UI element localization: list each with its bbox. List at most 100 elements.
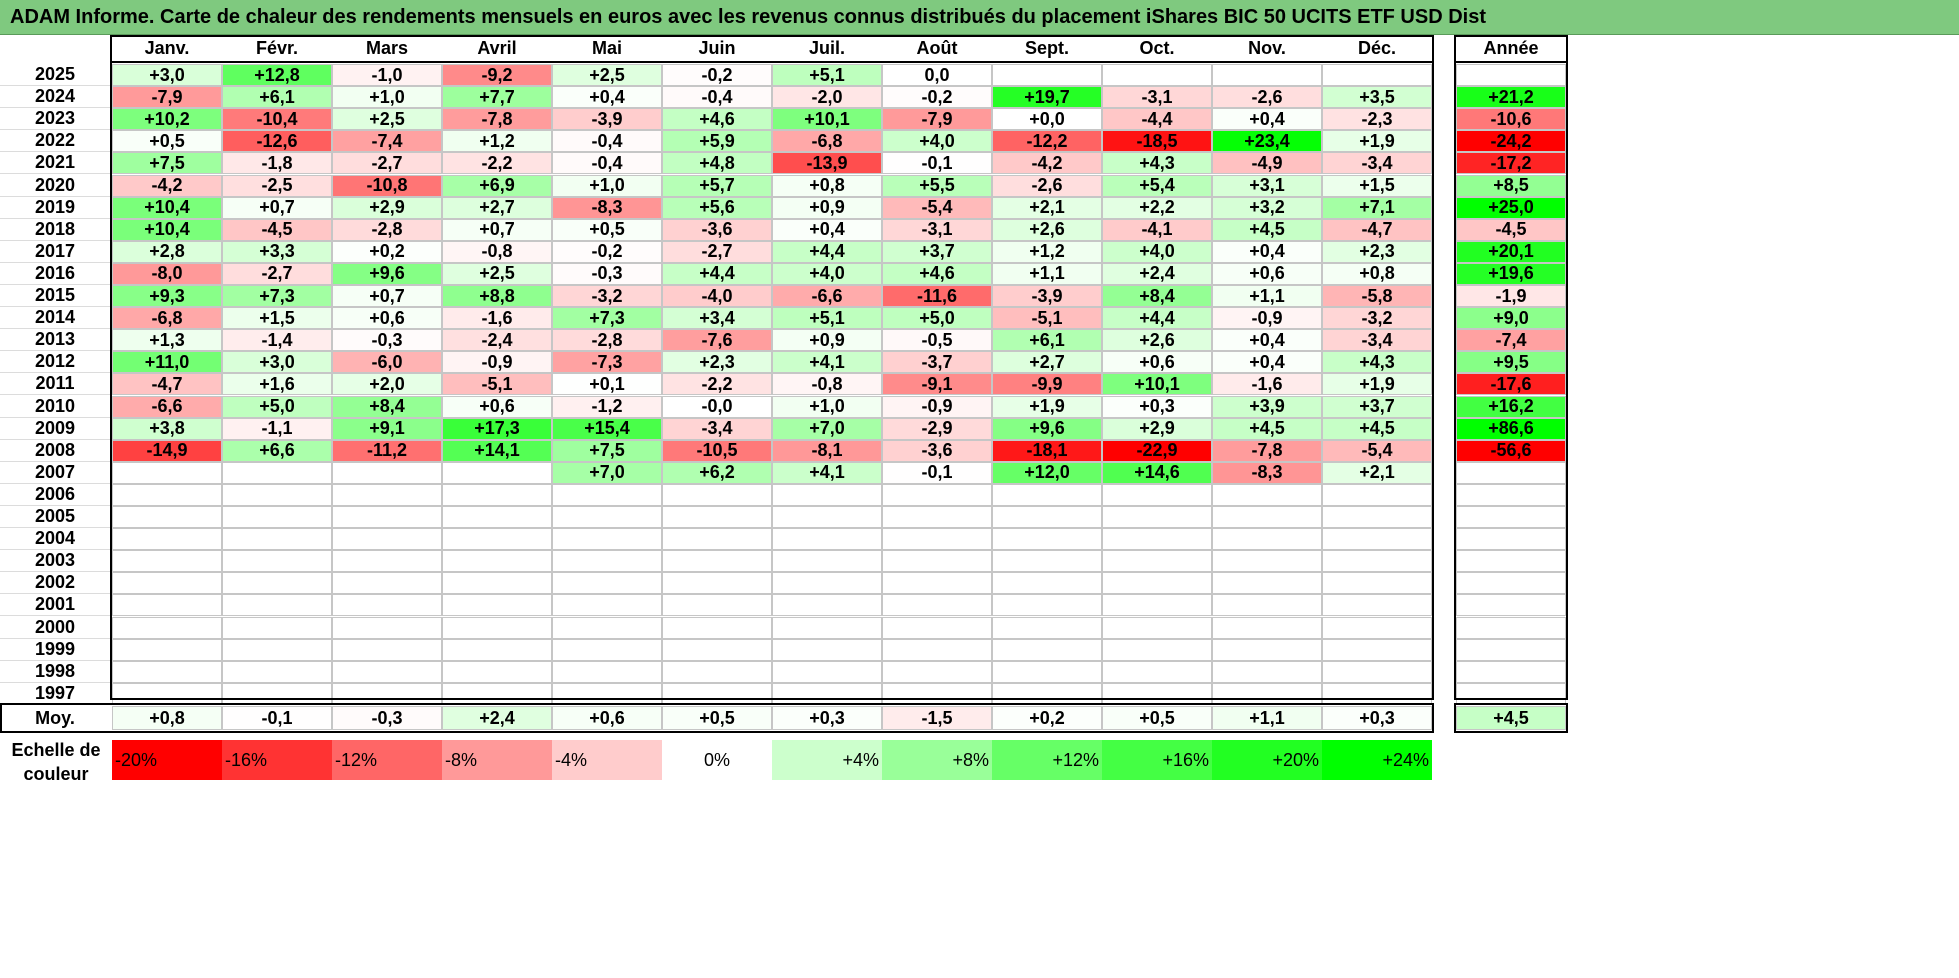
heatmap-cell: +9,6	[332, 262, 442, 285]
average-cell: +0,5	[1102, 706, 1212, 730]
heatmap-cell: +3,7	[1322, 395, 1432, 418]
heatmap-cell: -9,2	[442, 64, 552, 87]
heatmap-cell: +4,4	[662, 262, 772, 285]
heatmap-cell: -2,0	[772, 86, 882, 109]
heatmap-cell: -18,5	[1102, 130, 1212, 153]
average-cell: -0,1	[222, 706, 332, 730]
heatmap-cell: -0,8	[772, 373, 882, 396]
heatmap-cell: +7,5	[552, 439, 662, 462]
average-cell: -1,5	[882, 706, 992, 730]
heatmap-cell	[332, 572, 442, 595]
heatmap-cell	[552, 638, 662, 661]
heatmap-cell: -1,4	[222, 329, 332, 352]
heatmap-cell: +2,0	[332, 373, 442, 396]
heatmap-cell	[332, 594, 442, 617]
heatmap-cell	[662, 572, 772, 595]
heatmap-cell: +14,1	[442, 439, 552, 462]
heatmap-cell: -18,1	[992, 439, 1102, 462]
heatmap-cell: +7,0	[772, 417, 882, 440]
heatmap-cell	[662, 638, 772, 661]
heatmap-cell	[882, 682, 992, 705]
year-label: 2025	[0, 64, 110, 87]
year-label: 2015	[0, 285, 110, 308]
heatmap-cell: -4,4	[1102, 108, 1212, 131]
heatmap-cell: +7,3	[552, 307, 662, 330]
heatmap-cell: +1,2	[992, 240, 1102, 263]
heatmap-cell: -0,1	[882, 152, 992, 175]
annual-cell: +86,6	[1456, 417, 1566, 440]
heatmap-cell	[442, 550, 552, 573]
year-label: 2005	[0, 506, 110, 529]
heatmap-cell: -1,6	[1212, 373, 1322, 396]
heatmap-cell: -7,8	[442, 108, 552, 131]
heatmap-cell: -0,4	[662, 86, 772, 109]
heatmap-cell: -8,3	[552, 196, 662, 219]
heatmap-cell	[552, 594, 662, 617]
heatmap-cell: +3,3	[222, 240, 332, 263]
heatmap-cell: -1,2	[552, 395, 662, 418]
heatmap-cell	[1102, 616, 1212, 639]
heatmap-cell	[662, 616, 772, 639]
heatmap-cell	[1322, 506, 1432, 529]
annual-cell: +19,6	[1456, 262, 1566, 285]
heatmap-cell	[772, 594, 882, 617]
heatmap-cell: +5,0	[882, 307, 992, 330]
heatmap-cell: +10,1	[772, 108, 882, 131]
heatmap-cell: +4,0	[1102, 240, 1212, 263]
annual-cell	[1456, 461, 1566, 484]
heatmap-cell: +6,9	[442, 174, 552, 197]
heatmap-cell: +1,9	[1322, 373, 1432, 396]
heatmap-cell: +2,8	[112, 240, 222, 263]
heatmap-cell	[222, 572, 332, 595]
year-label: 1999	[0, 639, 110, 661]
heatmap-cell: +2,7	[992, 351, 1102, 374]
heatmap-cell: +5,1	[772, 64, 882, 87]
heatmap-cell: +7,3	[222, 285, 332, 308]
annual-cell: -10,6	[1456, 108, 1566, 131]
heatmap-cell	[882, 550, 992, 573]
heatmap-cell	[222, 550, 332, 573]
heatmap-cell: +0,6	[1212, 262, 1322, 285]
heatmap-cell	[1102, 506, 1212, 529]
heatmap-cell: +1,3	[112, 329, 222, 352]
heatmap-cell: -1,6	[442, 307, 552, 330]
heatmap-cell: -6,6	[772, 285, 882, 308]
heatmap-cell: -0,4	[552, 152, 662, 175]
heatmap-cell: +4,5	[1212, 417, 1322, 440]
annual-cell	[1456, 483, 1566, 506]
heatmap-cell	[442, 682, 552, 705]
year-label: 2013	[0, 329, 110, 352]
heatmap-cell	[772, 550, 882, 573]
heatmap-cell: +0,0	[992, 108, 1102, 131]
heatmap-cell: -0,4	[552, 130, 662, 153]
year-label: 2018	[0, 219, 110, 241]
annual-cell	[1456, 528, 1566, 551]
heatmap-cell: +3,8	[112, 417, 222, 440]
color-scale-swatch: +16%	[1102, 740, 1212, 780]
heatmap-cell	[992, 64, 1102, 87]
heatmap-cell: +4,3	[1102, 152, 1212, 175]
heatmap-cell: -8,0	[112, 262, 222, 285]
heatmap-cell: +3,4	[662, 307, 772, 330]
heatmap-cell: +4,6	[882, 262, 992, 285]
color-scale-swatch: 0%	[662, 740, 772, 780]
heatmap-cell: -3,7	[882, 351, 992, 374]
year-label: 2002	[0, 572, 110, 595]
heatmap-cell: +3,0	[222, 351, 332, 374]
annual-cell: -17,6	[1456, 373, 1566, 396]
heatmap-cell: -3,2	[1322, 307, 1432, 330]
annual-cell: +25,0	[1456, 196, 1566, 219]
year-label: 2014	[0, 307, 110, 330]
heatmap-cell: -13,9	[772, 152, 882, 175]
year-label: 2003	[0, 550, 110, 573]
heatmap-cell: +4,3	[1322, 351, 1432, 374]
heatmap-cell: -10,4	[222, 108, 332, 131]
heatmap-cell	[1102, 572, 1212, 595]
year-label: 2011	[0, 373, 110, 396]
average-label: Moy.	[35, 707, 75, 728]
year-label: 2021	[0, 152, 110, 175]
annual-header: Année	[1456, 35, 1566, 63]
heatmap-cell: +15,4	[552, 417, 662, 440]
heatmap-cell	[112, 638, 222, 661]
heatmap-cell	[772, 660, 882, 683]
